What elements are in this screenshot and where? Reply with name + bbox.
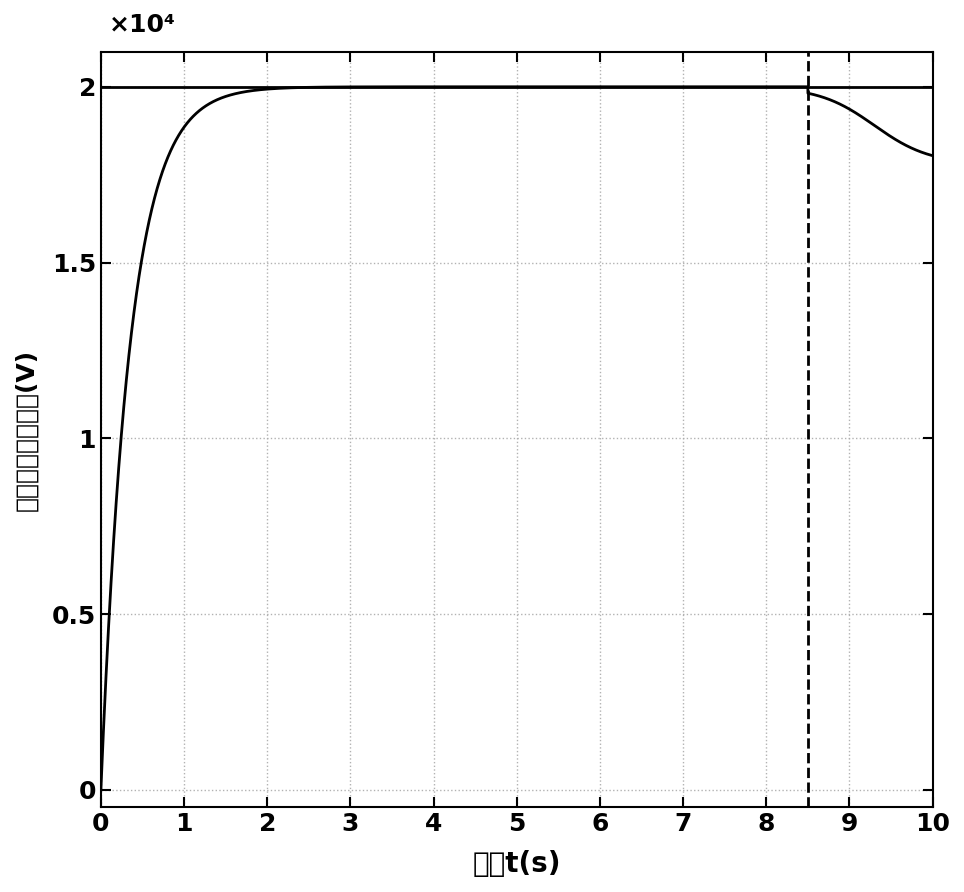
- Y-axis label: 飞轮系统输出电压(V): 飞轮系统输出电压(V): [13, 349, 38, 510]
- Text: ×10⁴: ×10⁴: [109, 12, 176, 37]
- X-axis label: 时间t(s): 时间t(s): [472, 850, 561, 878]
